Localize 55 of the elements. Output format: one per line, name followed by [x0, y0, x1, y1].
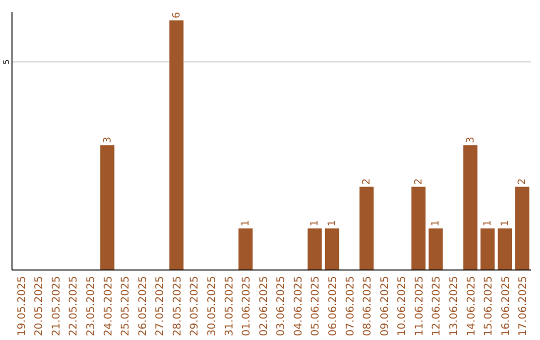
x-tick-label: 07.06.2025 — [344, 276, 356, 336]
x-tick-label: 24.05.2025 — [102, 276, 114, 336]
x-tick-label: 30.05.2025 — [206, 276, 218, 336]
data-label: 1 — [482, 220, 494, 226]
x-tick-label: 13.06.2025 — [448, 276, 460, 336]
x-tick-label: 04.06.2025 — [292, 276, 304, 336]
data-label: 6 — [171, 12, 182, 18]
data-label: 1 — [500, 220, 511, 226]
bar — [428, 228, 443, 270]
x-tick-label: 08.06.2025 — [362, 276, 374, 336]
x-tick-label: 05.06.2025 — [310, 276, 322, 336]
x-tick-label: 06.06.2025 — [327, 276, 340, 336]
bar — [360, 186, 374, 270]
data-label: 1 — [430, 220, 442, 226]
x-tick-label: 28.05.2025 — [171, 276, 184, 336]
x-tick-label: 14.06.2025 — [465, 276, 478, 336]
bar — [100, 145, 114, 270]
x-tick-label: 15.06.2025 — [482, 276, 495, 336]
x-tick-label: 23.05.2025 — [84, 276, 97, 336]
x-tick-label: 31.05.2025 — [223, 276, 236, 336]
x-tick-label: 02.06.2025 — [258, 276, 270, 336]
x-tick-label: 27.05.2025 — [154, 276, 166, 336]
bar — [515, 186, 530, 270]
x-tick-label: 12.06.2025 — [430, 276, 443, 336]
bar — [324, 228, 340, 270]
data-label: 1 — [310, 220, 321, 226]
bar — [238, 228, 253, 270]
data-label: 1 — [240, 220, 252, 226]
data-label: 2 — [413, 178, 424, 185]
y-tick-label: 5 — [2, 59, 11, 64]
x-tick-label: 03.06.2025 — [275, 276, 288, 336]
bar — [169, 20, 184, 270]
x-tick-label: 10.06.2025 — [396, 276, 408, 336]
x-tick-label: 21.05.2025 — [50, 276, 62, 336]
x-tick-label: 19.05.2025 — [16, 276, 28, 336]
x-tick-label: 22.05.2025 — [68, 276, 80, 336]
x-tick-label: 25.05.2025 — [120, 276, 132, 336]
x-tick-label: 16.06.2025 — [500, 276, 512, 336]
bar — [411, 186, 426, 270]
data-label: 1 — [327, 220, 338, 226]
data-label: 3 — [102, 136, 114, 144]
x-tick-label: 20.05.2025 — [33, 276, 46, 336]
bar — [308, 228, 322, 270]
bar — [463, 145, 478, 270]
data-label: 2 — [517, 178, 528, 185]
x-tick-label: 09.06.2025 — [378, 276, 391, 336]
bar — [480, 228, 495, 270]
x-tick-label: 11.06.2025 — [413, 276, 426, 336]
x-tick-label: 17.06.2025 — [517, 276, 530, 336]
x-tick-label: 01.06.2025 — [240, 276, 253, 336]
bar — [498, 228, 512, 270]
x-tick-label: 29.05.2025 — [188, 276, 201, 336]
data-label: 3 — [465, 136, 476, 144]
x-tick-label: 26.05.2025 — [136, 276, 149, 336]
data-label: 2 — [362, 178, 373, 185]
